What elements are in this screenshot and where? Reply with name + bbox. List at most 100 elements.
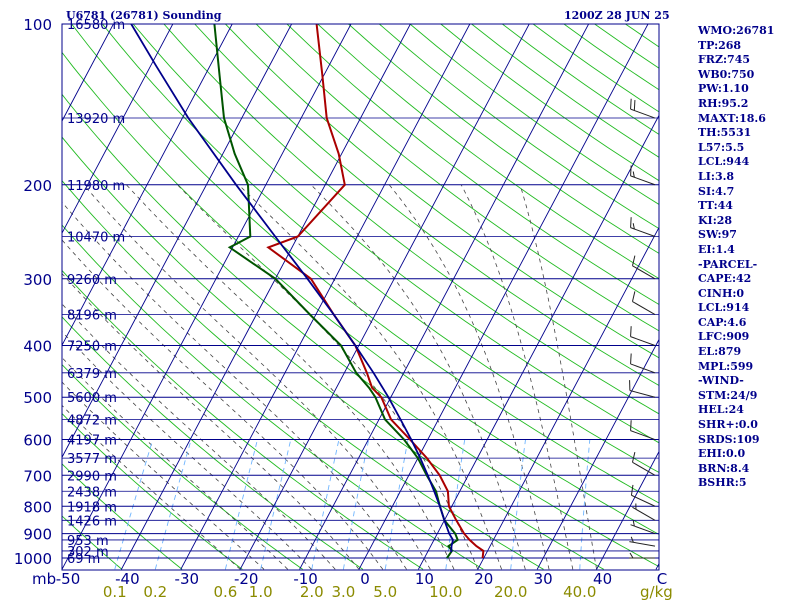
mixing-ratio-line xyxy=(114,439,154,570)
sounding-index: -PARCEL- xyxy=(698,257,758,271)
height-label: 5600 m xyxy=(67,391,117,406)
moist-adiabat xyxy=(62,381,265,570)
sounding-index: EHI:0.0 xyxy=(698,447,746,461)
mixing-ratio-label: 0.2 xyxy=(143,583,167,600)
sounding-index: TH:5531 xyxy=(698,126,752,140)
barb-staff xyxy=(630,336,656,346)
dry-adiabat xyxy=(132,24,659,444)
wind-barb xyxy=(632,503,656,521)
height-label: 302 m xyxy=(67,545,109,560)
temperature-tick-label: 10 xyxy=(415,570,434,588)
moist-adiabat xyxy=(519,184,597,570)
pressure-tick-label: 900 xyxy=(23,526,52,544)
station-title: U6781 (26781) Sounding xyxy=(66,9,222,22)
wind-barb xyxy=(630,165,656,186)
sounding-index: LI:3.8 xyxy=(698,169,735,183)
barb-feather xyxy=(630,420,632,431)
isotherm xyxy=(239,24,530,570)
temperature-tick-label: 40 xyxy=(593,570,612,588)
wind-barb xyxy=(630,326,656,346)
pressure-tick-label: 200 xyxy=(23,177,52,195)
pressure-tick-label: 700 xyxy=(23,467,52,485)
barb-staff xyxy=(630,430,656,441)
pressure-tick-label: 400 xyxy=(23,338,52,356)
dry-adiabat xyxy=(62,364,303,570)
barb-feather xyxy=(629,552,634,559)
sounding-index: EI:1.4 xyxy=(698,242,735,256)
dry-adiabat xyxy=(163,24,659,415)
dry-adiabat xyxy=(62,224,484,570)
barb-staff xyxy=(630,524,656,535)
dry-adiabat xyxy=(62,316,364,570)
sounding-index: LCL:914 xyxy=(698,301,750,315)
dry-adiabat xyxy=(62,51,659,535)
isotherm xyxy=(62,24,233,347)
moist-adiabat xyxy=(62,357,288,570)
sounding-index: -WIND- xyxy=(698,374,744,388)
sounding-index: MPL:599 xyxy=(698,359,754,373)
temperature-tick-label: -40 xyxy=(115,570,140,588)
sounding-index: CINH:0 xyxy=(698,286,745,300)
dry-adiabat xyxy=(225,24,659,359)
barb-staff xyxy=(629,390,656,398)
isotherm xyxy=(358,24,649,570)
dry-adiabat xyxy=(62,269,424,570)
barb-feather xyxy=(630,484,634,496)
barb-staff xyxy=(631,494,656,507)
dry-adiabat xyxy=(0,24,62,569)
barb-feather xyxy=(633,100,636,111)
dry-adiabat xyxy=(194,24,659,387)
temperature-tick-label: -10 xyxy=(293,570,318,588)
height-label: 8196 m xyxy=(67,309,117,324)
temperature-tick-label: 0 xyxy=(360,570,370,588)
barb-feather xyxy=(631,452,636,463)
barb-feather xyxy=(630,353,632,364)
sounding-index: WMO:26781 xyxy=(698,24,775,37)
mixing-ratio-label: 10.0 xyxy=(429,583,462,600)
barb-feather xyxy=(630,326,632,337)
sounding-index: BRN:8.4 xyxy=(698,461,750,475)
moist-adiabat xyxy=(62,404,241,570)
isotherm xyxy=(62,24,114,122)
dry-adiabat xyxy=(102,24,659,473)
wind-barb xyxy=(629,552,655,559)
temperature-tick-label: -20 xyxy=(234,570,259,588)
height-label: 69 m xyxy=(67,552,100,567)
wind-barbs xyxy=(629,98,656,559)
dry-adiabat xyxy=(62,179,544,570)
height-label: 16580 m xyxy=(67,18,125,33)
x-axis-unit-label: mb xyxy=(32,570,56,588)
wind-barb xyxy=(631,291,656,315)
isotherm xyxy=(121,24,411,570)
dry-adiabat xyxy=(317,24,659,280)
wind-barb xyxy=(630,217,656,237)
height-label: 1918 m xyxy=(67,500,117,515)
height-label: 1426 m xyxy=(67,514,117,529)
parcel-profile xyxy=(130,24,454,553)
mixing-ratio-label: 5.0 xyxy=(373,583,397,600)
mixing-ratio-line xyxy=(260,439,292,570)
temperature-profile xyxy=(266,24,485,559)
sounding-index: LCL:944 xyxy=(698,155,750,169)
sounding-indices-panel: WMO:26781 TP:268 FRZ:745 WB0:750 PW:1.10 RH:9… xyxy=(698,24,774,491)
sounding-index: PW:1.10 xyxy=(698,82,749,96)
sounding-time: 1200Z 28 JUN 25 xyxy=(564,9,670,22)
moist-adiabat xyxy=(62,239,384,570)
sounding-index: KI:28 xyxy=(698,213,733,227)
barb-staff xyxy=(630,175,656,186)
isobars xyxy=(62,23,659,559)
mixing-ratio-unit: g/kg xyxy=(640,583,673,600)
wind-barb xyxy=(630,98,656,119)
barb-feather xyxy=(632,223,635,230)
isotherm xyxy=(299,24,590,570)
sounding-index: FRZ:745 xyxy=(698,53,751,67)
barb-staff xyxy=(630,108,656,119)
barb-staff xyxy=(630,227,656,237)
temperature-tick-label: 20 xyxy=(474,570,493,588)
sounding-index: MAXT:18.6 xyxy=(698,111,766,125)
dry-adiabat xyxy=(62,463,183,570)
wind-barb xyxy=(631,255,656,280)
height-label: 3577 m xyxy=(67,452,117,467)
barb-feather xyxy=(630,217,632,228)
height-label: 2990 m xyxy=(67,469,117,484)
